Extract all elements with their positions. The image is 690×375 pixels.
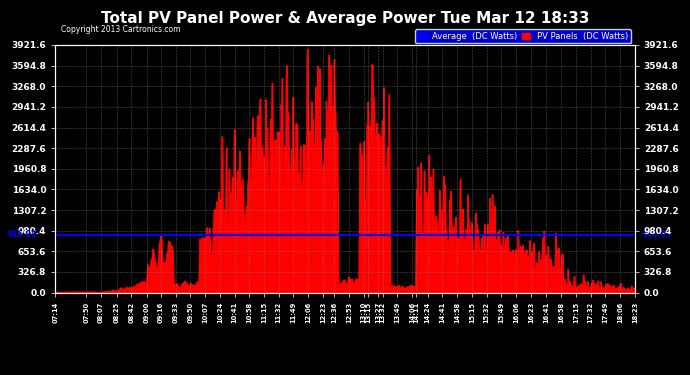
Text: Copyright 2013 Cartronics.com: Copyright 2013 Cartronics.com bbox=[61, 25, 181, 34]
Legend: Average  (DC Watts), PV Panels  (DC Watts): Average (DC Watts), PV Panels (DC Watts) bbox=[415, 29, 631, 44]
Text: 916.03: 916.03 bbox=[642, 230, 672, 239]
Text: Total PV Panel Power & Average Power Tue Mar 12 18:33: Total PV Panel Power & Average Power Tue… bbox=[101, 11, 589, 26]
Text: 916.03: 916.03 bbox=[8, 230, 37, 239]
